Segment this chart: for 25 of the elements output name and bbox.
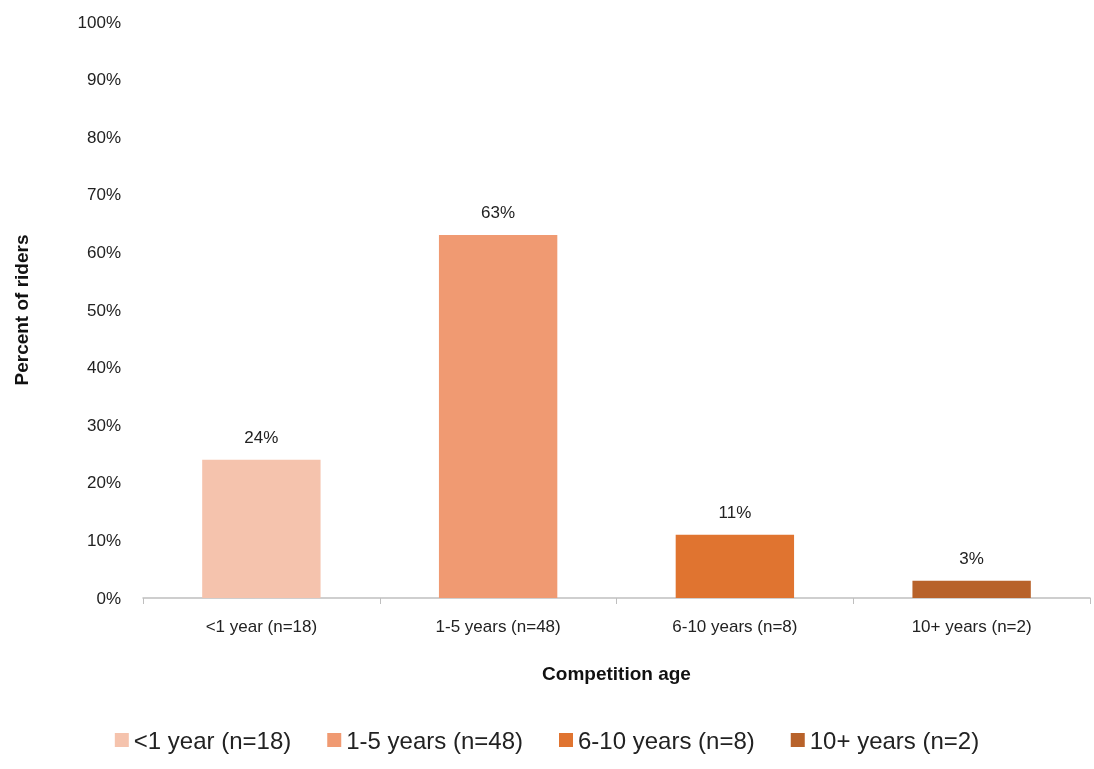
y-tick-label: 30% [86,415,121,435]
x-axis-title: Competition age [542,663,691,684]
data-label: 11% [718,502,752,522]
y-tick-label: 80% [86,127,121,147]
x-tick-label: <1 year (n=18) [205,617,318,636]
legend-label: <1 year (n=18) [133,726,292,754]
y-tick-label: 60% [86,242,121,262]
y-tick-label: 10% [86,530,121,550]
y-tick-label: 0% [96,588,121,608]
data-label: 63% [481,203,516,223]
y-axis-title: Percent of riders [11,234,32,386]
legend-label: 6-10 years (n=8) [578,726,755,754]
data-label: 24% [244,427,279,447]
y-tick-label: 100% [77,12,121,32]
y-tick-label: 40% [86,358,121,378]
legend-label: 10+ years (n=2) [809,726,980,754]
x-tick-label: 1-5 years (n=48) [435,617,561,636]
legend-label: 1-5 years (n=48) [346,726,524,754]
y-tick-label: 70% [86,185,121,205]
data-label: 3% [959,548,984,568]
y-tick-label: 50% [86,300,121,320]
x-tick-label: 10+ years (n=2) [911,617,1032,636]
y-tick-label: 90% [86,70,121,90]
y-tick-label: 20% [86,473,121,493]
x-tick-label: 6-10 years (n=8) [672,617,798,636]
